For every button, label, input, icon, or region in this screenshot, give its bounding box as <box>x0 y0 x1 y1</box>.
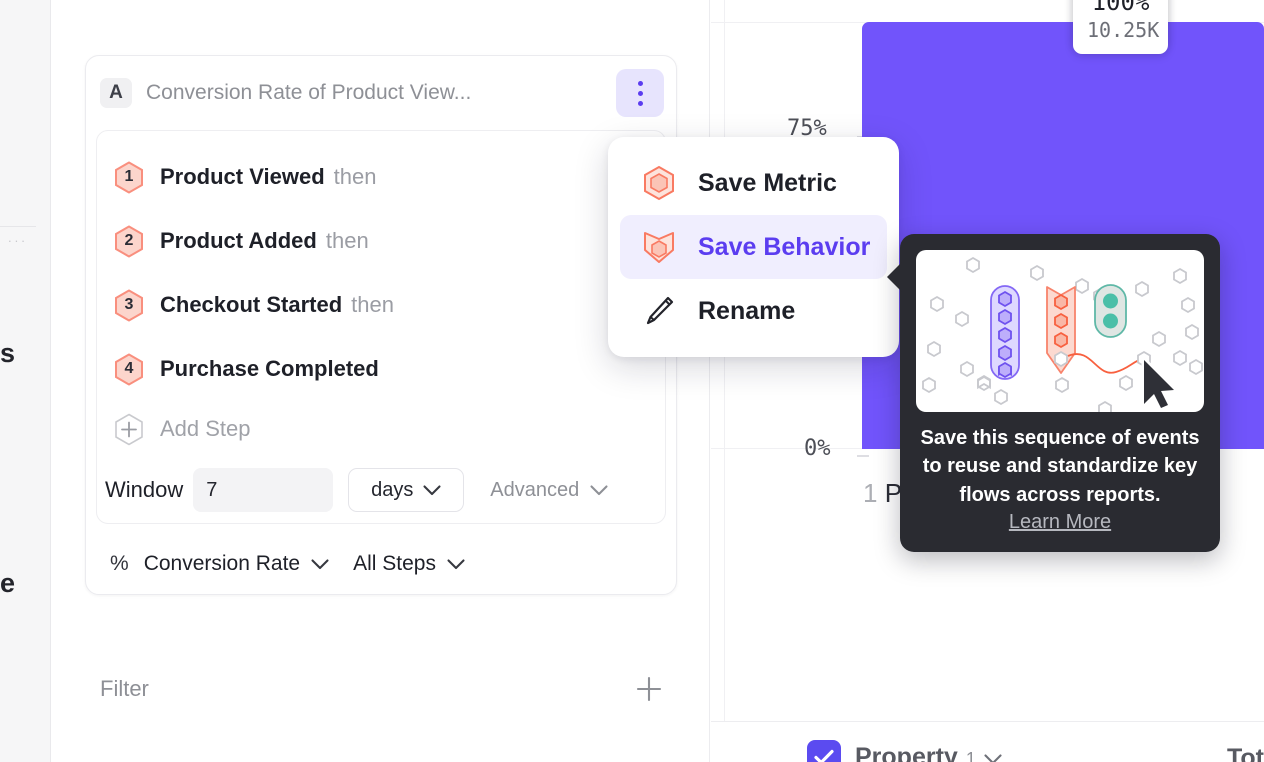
tooltip-body: Save this sequence of events to reuse an… <box>920 427 1200 506</box>
chevron-down-icon <box>447 552 465 576</box>
tooltip-learn-more-link[interactable]: Learn More <box>1008 511 1112 534</box>
measure-select[interactable]: Conversion Rate <box>144 552 329 576</box>
step-row[interactable]: 2 Product Added then <box>97 209 665 273</box>
shield-behavior-icon <box>642 229 676 265</box>
step-number: 3 <box>124 296 134 313</box>
step-number: 4 <box>124 360 134 377</box>
step-number-hexagon-icon: 2 <box>114 224 144 258</box>
x-label-number: 1 <box>863 478 878 508</box>
menu-item-label: Save Behavior <box>698 232 871 261</box>
step-number: 1 <box>124 168 134 185</box>
x-label-text: P <box>884 478 903 508</box>
step-row[interactable]: 1 Product Viewed then <box>97 145 665 209</box>
chevron-down-icon <box>590 479 608 502</box>
y-axis-tick-0: 0% <box>804 436 831 461</box>
window-unit-select[interactable]: days <box>348 468 465 512</box>
query-column: A Conversion Rate of Product View... 1 P… <box>52 0 710 762</box>
rail-clipped-label-bottom: e <box>0 568 16 598</box>
window-row: Window days Advanced <box>97 457 665 523</box>
pencil-icon <box>642 293 676 329</box>
window-unit-label: days <box>371 478 414 501</box>
step-connector: then <box>325 228 369 253</box>
metric-title[interactable]: Conversion Rate of Product View... <box>146 81 472 104</box>
step-number-hexagon-icon: 3 <box>114 288 144 322</box>
measure-label: Conversion Rate <box>143 552 301 575</box>
chart-panel-separator <box>711 721 1264 722</box>
chart-bar-tooltip-overlay: 100% 10.25K <box>1073 0 1168 55</box>
y-axis-tick-75: 75% <box>787 116 827 141</box>
legend-label: Property <box>855 742 958 762</box>
rail-clipped-label-top: s <box>0 338 16 368</box>
add-step-plus-icon <box>114 413 144 446</box>
step-connector: then <box>333 164 377 189</box>
percent-icon: % <box>110 552 129 575</box>
context-menu: Save Metric Save Behavior Rename <box>608 137 899 357</box>
step-number-hexagon-icon: 4 <box>114 352 144 386</box>
step-event-name: Product Viewed <box>160 164 325 189</box>
menu-item-save-metric[interactable]: Save Metric <box>620 151 887 215</box>
advanced-label: Advanced <box>490 478 580 501</box>
plus-icon[interactable] <box>636 676 662 702</box>
tooltip-arrow <box>887 262 902 292</box>
menu-item-rename[interactable]: Rename <box>620 279 887 343</box>
add-step-button[interactable]: Add Step <box>97 401 665 457</box>
metric-letter-badge: A <box>100 78 132 108</box>
chart-y-axis <box>724 0 725 722</box>
filter-row: Filter <box>100 676 662 702</box>
y-axis-tick-dash <box>857 455 869 457</box>
chevron-down-icon[interactable] <box>984 743 1002 762</box>
scope-select[interactable]: All Steps <box>353 552 465 576</box>
step-number-hexagon-icon: 1 <box>114 160 144 194</box>
window-value-input[interactable] <box>193 468 334 512</box>
metric-card: A Conversion Rate of Product View... 1 P… <box>85 55 677 595</box>
step-connector: then <box>351 292 394 317</box>
menu-item-label: Save Metric <box>698 168 837 197</box>
chevron-down-icon <box>311 552 329 576</box>
step-number: 2 <box>124 232 134 249</box>
legend-superscript: 1 <box>965 748 976 762</box>
metric-card-header: A Conversion Rate of Product View... <box>86 56 676 130</box>
save-behavior-tooltip: Save this sequence of events to reuse an… <box>887 234 1220 553</box>
legend-checkbox[interactable] <box>807 740 841 762</box>
legend-right-label: Tot <box>1226 744 1264 762</box>
events-sequence-illustration <box>916 250 1204 412</box>
left-rail: ... s e <box>0 0 51 762</box>
filter-label: Filter <box>100 676 149 701</box>
menu-item-save-behavior[interactable]: Save Behavior <box>620 215 887 279</box>
rail-divider <box>0 226 36 227</box>
metric-footer: % Conversion Rate All Steps <box>86 534 676 594</box>
add-step-label: Add Step <box>160 416 251 441</box>
steps-panel: 1 Product Viewed then 2 Product Added th… <box>96 130 666 524</box>
scope-label: All Steps <box>353 552 436 575</box>
window-label: Window <box>105 477 184 502</box>
chevron-down-icon <box>423 479 441 502</box>
step-row[interactable]: 4 Purchase Completed <box>97 337 665 401</box>
chart-legend: Property 1 <box>807 740 1002 762</box>
advanced-toggle[interactable]: Advanced <box>490 479 608 502</box>
more-vertical-icon[interactable] <box>616 69 664 117</box>
bar-tooltip-count: 10.25K <box>1087 18 1160 43</box>
menu-item-label: Rename <box>698 296 796 325</box>
hexagon-metric-icon <box>642 165 676 201</box>
step-event-name: Checkout Started <box>160 292 343 317</box>
rail-dots: ... <box>8 230 28 245</box>
chart-x-label: 1 P <box>863 478 902 509</box>
legend-label-group[interactable]: Property 1 <box>855 743 1002 762</box>
step-row[interactable]: 3 Checkout Started then <box>97 273 665 337</box>
step-event-name: Product Added <box>160 228 317 253</box>
step-event-name: Purchase Completed <box>160 356 379 381</box>
bar-tooltip-percent: 100% <box>1091 0 1150 16</box>
